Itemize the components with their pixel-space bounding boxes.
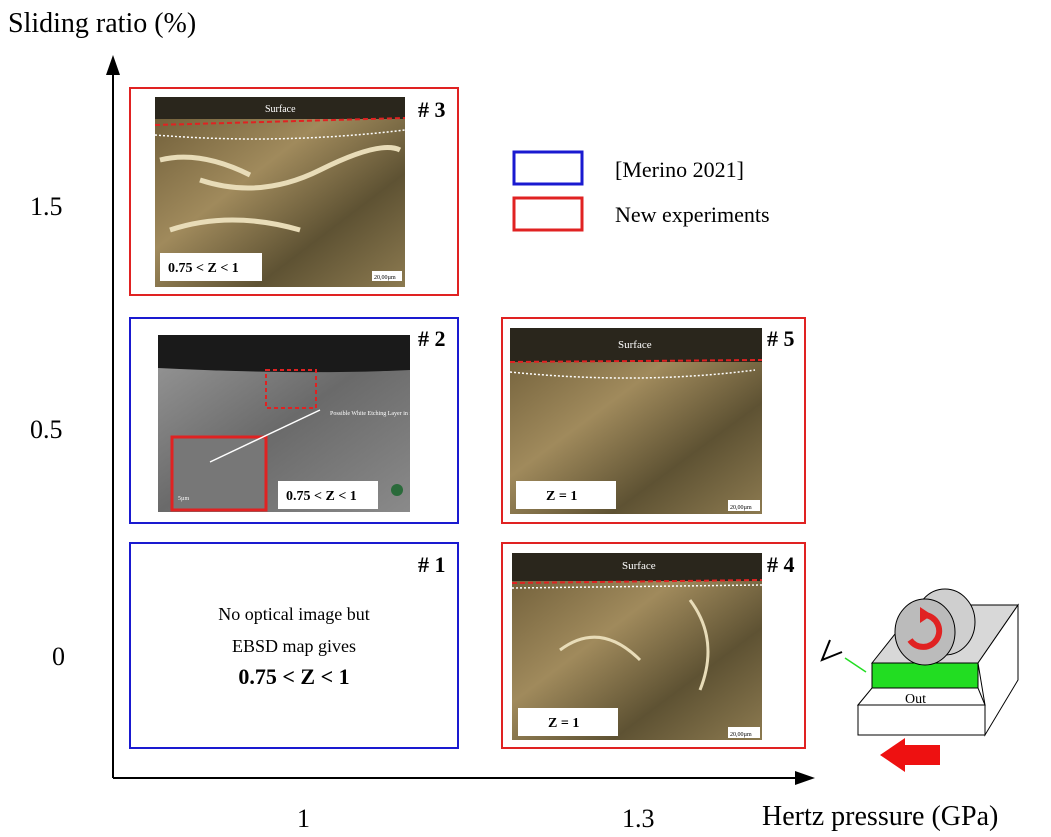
label-box (516, 481, 616, 509)
label-box (518, 708, 618, 736)
eye (820, 639, 843, 662)
micro-texture (559, 599, 710, 691)
legend-label: [Merino 2021] (615, 157, 744, 182)
panel-text: EBSD map gives (232, 636, 356, 656)
scale-label: 5µm (178, 496, 189, 502)
scale-box (728, 500, 760, 511)
micro-texture (159, 145, 402, 233)
mount-resin (512, 553, 762, 581)
label-box (278, 481, 378, 509)
legend-label: New experiments (615, 202, 770, 227)
y-label: Sliding ratio (%) (8, 8, 196, 39)
legend-swatch (512, 150, 584, 186)
panel-id: # 1 (418, 552, 446, 577)
panel-frame (129, 87, 459, 296)
annotation: Possible White Etching Layer in formatio… (330, 410, 433, 417)
panel-frame (501, 542, 806, 749)
y-tick: 1.5 (30, 192, 63, 221)
image-label: Surface (622, 560, 656, 572)
x-label: Hertz pressure (GPa) (762, 801, 998, 832)
panel-id: # 4 (767, 552, 795, 577)
layer-line (511, 579, 763, 584)
view-line (844, 657, 867, 673)
icon (391, 484, 403, 496)
face-label: Out (905, 692, 926, 707)
panel-text: 0.75 < Z < 1 (238, 664, 349, 689)
scale-box (728, 727, 760, 738)
legend-swatch (512, 196, 584, 232)
z-label: 0.75 < Z < 1 (286, 489, 357, 504)
roller (894, 598, 956, 666)
observed-face (871, 662, 979, 689)
panel-id: # 3 (418, 97, 446, 122)
x-tick: 1 (297, 804, 310, 833)
panel-frame (129, 542, 459, 749)
rotation-head (920, 607, 932, 623)
rotation-arrow (907, 612, 943, 650)
specimen-front (857, 704, 986, 736)
depth-line (509, 369, 756, 379)
x-arrow (795, 771, 815, 785)
z-label: Z = 1 (546, 489, 577, 504)
motion-arrow (880, 738, 940, 772)
scale-label: 20,00µm (730, 732, 752, 738)
panel-frame (129, 317, 459, 524)
panel-frame (501, 317, 806, 524)
mount-resin (158, 335, 410, 373)
layer-line (154, 117, 406, 126)
specimen-side (977, 603, 1019, 737)
zoom-box (265, 369, 317, 409)
layer-line (509, 359, 763, 363)
y-tick: 0 (52, 642, 65, 671)
z-label: Z = 1 (548, 716, 579, 731)
scale-label: 20,00µm (374, 275, 396, 281)
depth-line (511, 584, 763, 589)
label-box (160, 253, 262, 281)
image-label: Surface (265, 104, 296, 115)
test-schematic: Out (820, 588, 1019, 772)
panel-id: # 5 (767, 326, 795, 351)
scale-label: 20,00µm (730, 505, 752, 511)
pointer (209, 409, 321, 463)
z-label: 0.75 < Z < 1 (168, 261, 239, 276)
mount-resin (510, 328, 762, 362)
mount-resin (155, 97, 405, 119)
image-label: Surface (618, 339, 652, 351)
y-arrow (106, 55, 120, 75)
y-tick: 0.5 (30, 415, 63, 444)
panel-text: No optical image but (218, 604, 369, 624)
zoom-inset (170, 435, 268, 512)
panel-id: # 2 (418, 326, 446, 351)
depth-line (154, 129, 406, 140)
x-tick: 1.3 (622, 804, 655, 833)
scale-box (372, 271, 402, 281)
